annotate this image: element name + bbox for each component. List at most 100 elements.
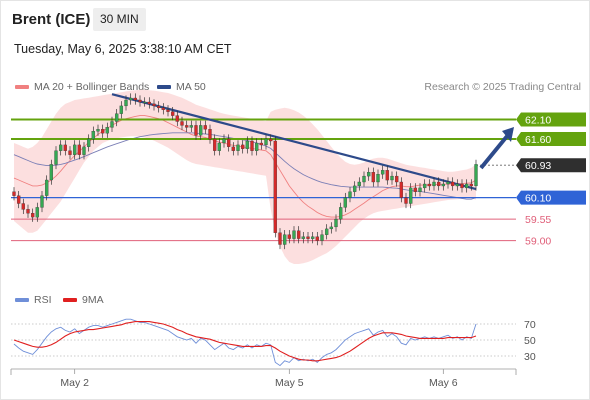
candle-body [441,183,445,187]
candle-body [371,172,375,183]
projection-arrow-icon [502,127,514,142]
legend-rsi-label: RSI [34,294,52,306]
rsi-line [13,318,477,367]
candle-body [227,138,231,147]
candle-body [278,232,282,245]
candle-body [297,230,301,239]
timestamp: Tuesday, May 6, 2025 3:38:10 AM CET [14,42,232,56]
candle-body [474,164,478,187]
candle-body [283,234,287,245]
candle-body [203,125,207,130]
candle-body [119,105,123,114]
rsi-ma-swatch-icon [63,298,77,303]
candle-body [395,175,399,183]
candle-body [59,144,63,151]
legend-rsi-ma-label: 9MA [82,294,104,306]
price-label-4: 59.55 [525,214,551,226]
candle-body [40,195,44,208]
legend-rsi: RSI [15,294,52,306]
candle-body [269,138,273,142]
candle-body [250,140,254,151]
candle-body [73,144,77,155]
ma50-line [13,132,477,200]
candle-body [110,121,114,128]
rsi-level-label-2: 30 [524,351,536,363]
candle-body [469,183,473,187]
candle-body [31,213,35,218]
candle-body [273,140,277,233]
legend-ma50: MA 50 [157,81,206,93]
candle-body [367,172,371,177]
candle-body [427,183,431,187]
legend-rsi-ma: 9MA [63,294,104,306]
candle-body [63,144,67,151]
rsi-level-label-1: 50 [524,335,536,347]
candle-body [404,197,408,204]
candle-body [199,125,203,136]
candle-body [138,99,142,103]
legend-ma50-label: MA 50 [176,81,206,93]
x-tick-label-1: May 5 [275,377,304,389]
rsi-level-label-0: 70 [524,319,536,331]
candle-body [152,103,156,107]
price-tag-label-0: 62.10 [525,115,551,127]
x-tick-label-2: May 6 [429,377,458,389]
candle-body [432,181,436,187]
candle-body [455,183,459,187]
candle-body [129,97,133,101]
price-tag-label-1: 61.60 [525,134,551,146]
candle-body [287,234,291,239]
candle-body [255,142,259,151]
candle-body [115,113,119,122]
candle-body [166,109,170,112]
candle-body [259,142,263,146]
price-tag-1 [516,132,586,146]
candle-body [77,144,81,155]
projection-arrow-shaft [479,133,510,170]
x-tick-label-0: May 2 [60,377,89,389]
candle-body [465,183,469,189]
legend-ma20: MA 20 + Bollinger Bands [15,81,149,93]
candle-body [213,138,217,151]
candle-body [101,129,105,134]
candle-body [339,207,343,220]
candle-body [306,236,310,239]
candle-body [26,209,30,214]
copyright-notice: Research © 2025 Trading Central [424,81,581,93]
ma20-swatch-icon [15,85,29,90]
candle-body [82,146,86,155]
candle-body [353,185,357,192]
candle-body [418,187,422,192]
candle-body [147,101,151,105]
candle-body [96,129,100,132]
ma20-line [13,115,477,218]
candle-body [68,150,72,155]
candle-body [451,181,455,187]
candle-body [87,138,91,147]
candle-body [264,138,268,146]
candle-body [143,101,147,104]
candle-body [376,174,380,183]
bollinger-band [14,89,476,264]
candle-body [245,140,249,149]
candle-body [194,125,198,136]
candle-body [12,191,16,196]
interval-button[interactable]: 30 MIN [93,8,146,31]
candle-body [236,144,240,151]
candle-body [185,125,189,128]
candle-body [320,234,324,241]
candle-body [329,226,333,230]
rsi-swatch-icon [15,298,29,303]
price-label-5: 59.00 [525,236,551,248]
candle-body [362,175,366,183]
candle-body [460,183,464,189]
candle-body [91,131,95,140]
candle-body [35,207,39,218]
candle-body [175,115,179,122]
price-tag-3 [516,190,586,205]
candle-body [54,150,58,165]
candle-body [161,107,165,110]
candle-body [446,181,450,185]
candle-body [45,179,49,196]
